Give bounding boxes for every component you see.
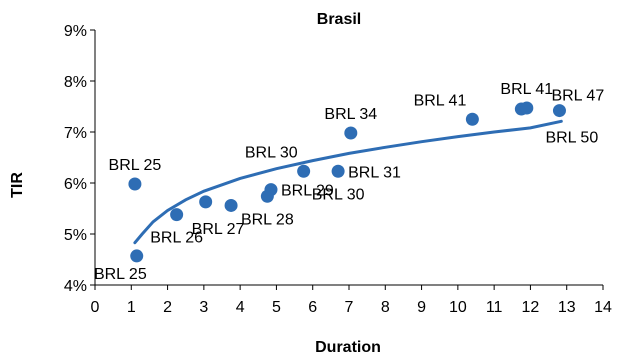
x-tick-label: 0 (91, 299, 100, 316)
data-point (297, 164, 311, 178)
trendline (133, 119, 563, 245)
x-tick-label: 2 (163, 299, 172, 316)
x-tick-label: 1 (127, 299, 136, 316)
x-axis-title: Duration (315, 339, 381, 356)
x-tick-label: 14 (594, 299, 612, 316)
data-point (344, 126, 358, 140)
x-tick-label: 10 (449, 299, 467, 316)
y-tick-label: 5% (64, 227, 87, 244)
axes (94, 30, 603, 286)
point-label: BRL 29 (281, 183, 334, 200)
chart-title: Brasil (317, 11, 361, 28)
data-point (128, 177, 142, 191)
point-label: BRL 41 (414, 92, 467, 109)
point-label: BRL 47 (551, 88, 604, 105)
point-label: BRL 41 (500, 81, 553, 98)
x-tick-label: 4 (236, 299, 245, 316)
y-axis-title: TIR (9, 172, 26, 198)
x-tick-label: 9 (417, 299, 426, 316)
point-label: BRL 50 (545, 130, 598, 147)
point-label: BRL 34 (324, 106, 377, 123)
point-label: BRL 28 (241, 211, 294, 228)
point-label: BRL 25 (94, 266, 147, 283)
x-tick-label: 3 (199, 299, 208, 316)
data-point (331, 164, 345, 178)
x-tick-label: 5 (272, 299, 281, 316)
points-layer (128, 101, 566, 263)
x-tick-label: 7 (345, 299, 354, 316)
x-tick-label: 8 (381, 299, 390, 316)
x-axis-ticks: 0 1 2 3 4 5 6 7 8 9 10 11 12 13 14 (91, 285, 612, 316)
data-point (520, 101, 534, 115)
x-tick-label: 12 (522, 299, 540, 316)
data-point (552, 104, 566, 118)
point-label: BRL 27 (192, 221, 245, 238)
y-tick-label: 8% (64, 74, 87, 91)
point-label: BRL 30 (312, 186, 365, 203)
y-tick-label: 4% (64, 278, 87, 295)
trendline-layer (133, 119, 563, 245)
y-tick-label: 9% (64, 23, 87, 40)
y-axis-ticks: 4% 5% 6% 7% 8% 9% (64, 23, 95, 295)
point-label: BRL 31 (348, 164, 401, 181)
y-tick-label: 7% (64, 125, 87, 142)
data-point (170, 208, 184, 222)
x-tick-label: 6 (308, 299, 317, 316)
x-tick-label: 11 (486, 299, 503, 316)
y-tick-label: 6% (64, 176, 87, 193)
point-label: BRL 30 (245, 144, 298, 161)
data-point (130, 249, 144, 263)
point-label: BRL 26 (150, 230, 203, 247)
data-point (264, 183, 278, 197)
data-point (465, 112, 479, 126)
point-label: BRL 25 (109, 157, 162, 174)
x-tick-label: 13 (558, 299, 576, 316)
data-point (199, 195, 213, 209)
data-point (224, 198, 238, 212)
